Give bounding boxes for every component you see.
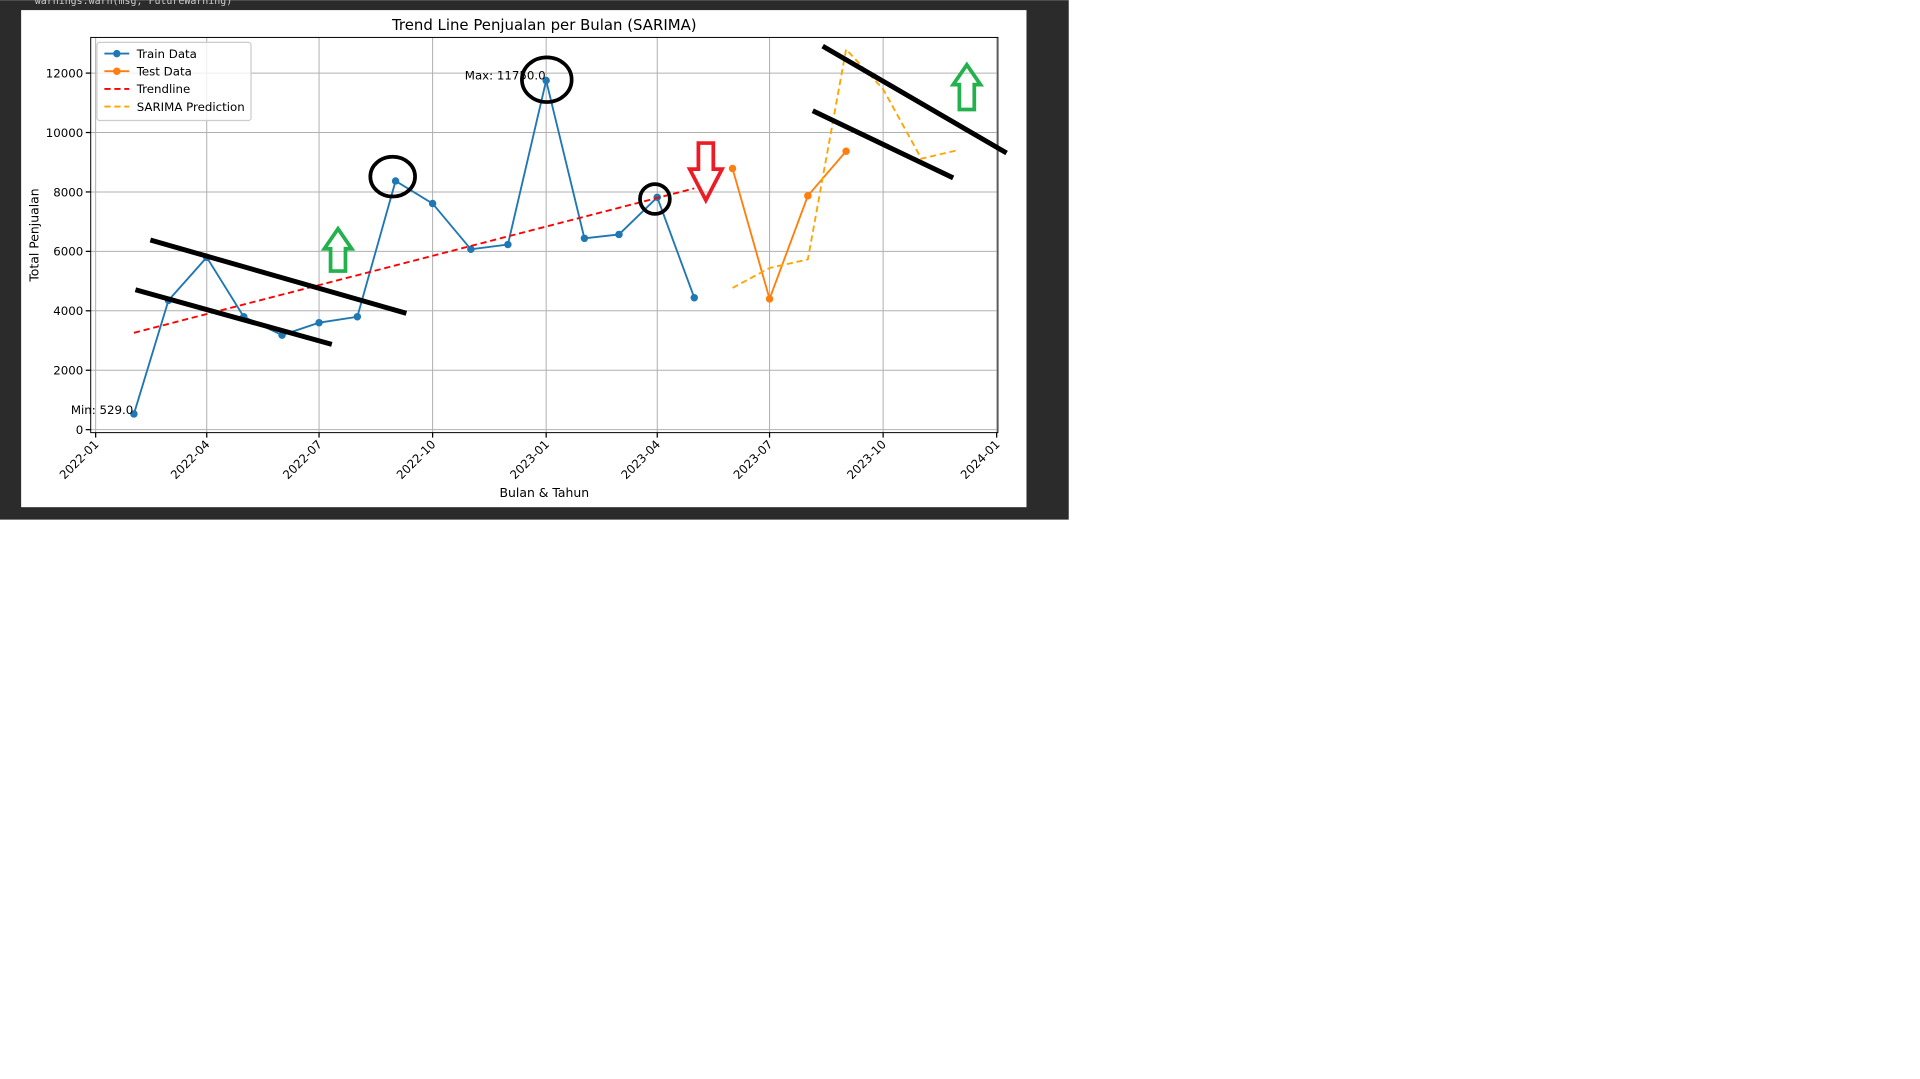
- data-point: [580, 234, 589, 243]
- data-point: [130, 410, 138, 418]
- legend: Train Data Test Data Trendline SARIMA Predi…: [96, 41, 252, 122]
- legend-label: Test Data: [136, 65, 192, 79]
- data-point: [353, 313, 362, 321]
- down-arrow: [686, 141, 726, 205]
- data-point: [428, 199, 437, 208]
- series-line: [731, 150, 847, 302]
- plot-frame: [90, 36, 999, 434]
- data-point: [842, 147, 850, 155]
- data-point: [728, 164, 737, 173]
- data-point: [504, 240, 512, 249]
- marker-line: [134, 287, 333, 347]
- series-line: [133, 80, 696, 415]
- series-line: [732, 47, 959, 289]
- y-tick-label: 2000: [53, 364, 83, 378]
- marker-line: [821, 43, 1008, 156]
- legend-label: Trendline: [136, 82, 191, 96]
- chart-title: Trend Line Penjualan per Bulan (SARIMA): [391, 16, 697, 34]
- data-point: [315, 318, 323, 327]
- y-tick-label: 12000: [46, 66, 84, 80]
- console-text: warnings.warn(msg, FutureWarning): [35, 0, 232, 7]
- data-point: [804, 192, 812, 200]
- up-arrow: [320, 225, 356, 273]
- data-point: [542, 76, 550, 85]
- data-point: [765, 295, 774, 303]
- y-axis-label: Total Penjualan: [27, 188, 42, 282]
- marker-circle: [520, 55, 574, 104]
- legend-marker: [113, 49, 121, 58]
- legend-marker: [113, 67, 121, 75]
- y-tick-label: 10000: [46, 126, 84, 140]
- y-tick-label: 0: [76, 423, 84, 437]
- data-point: [690, 294, 699, 302]
- y-tick-label: 8000: [53, 185, 83, 199]
- marker-circle: [368, 154, 417, 199]
- legend-label: SARIMA Prediction: [137, 100, 245, 114]
- x-axis-label: Bulan & Tahun: [500, 485, 590, 500]
- data-point: [615, 230, 623, 239]
- annotation: Min: 529.0: [71, 403, 133, 417]
- y-tick-label: 4000: [53, 304, 83, 318]
- up-arrow: [949, 61, 985, 112]
- y-tick-label: 6000: [53, 245, 83, 259]
- data-point: [467, 245, 475, 254]
- series-line: [133, 187, 695, 334]
- annotation: Max: 11750.0: [465, 69, 546, 83]
- data-point: [391, 177, 400, 185]
- legend-label: Train Data: [136, 47, 197, 61]
- hand-drawn-marks: [134, 43, 1008, 347]
- marker-line: [811, 108, 955, 181]
- marker-line: [149, 237, 408, 316]
- marker-circle: [638, 182, 672, 216]
- legend-frame: [96, 41, 252, 122]
